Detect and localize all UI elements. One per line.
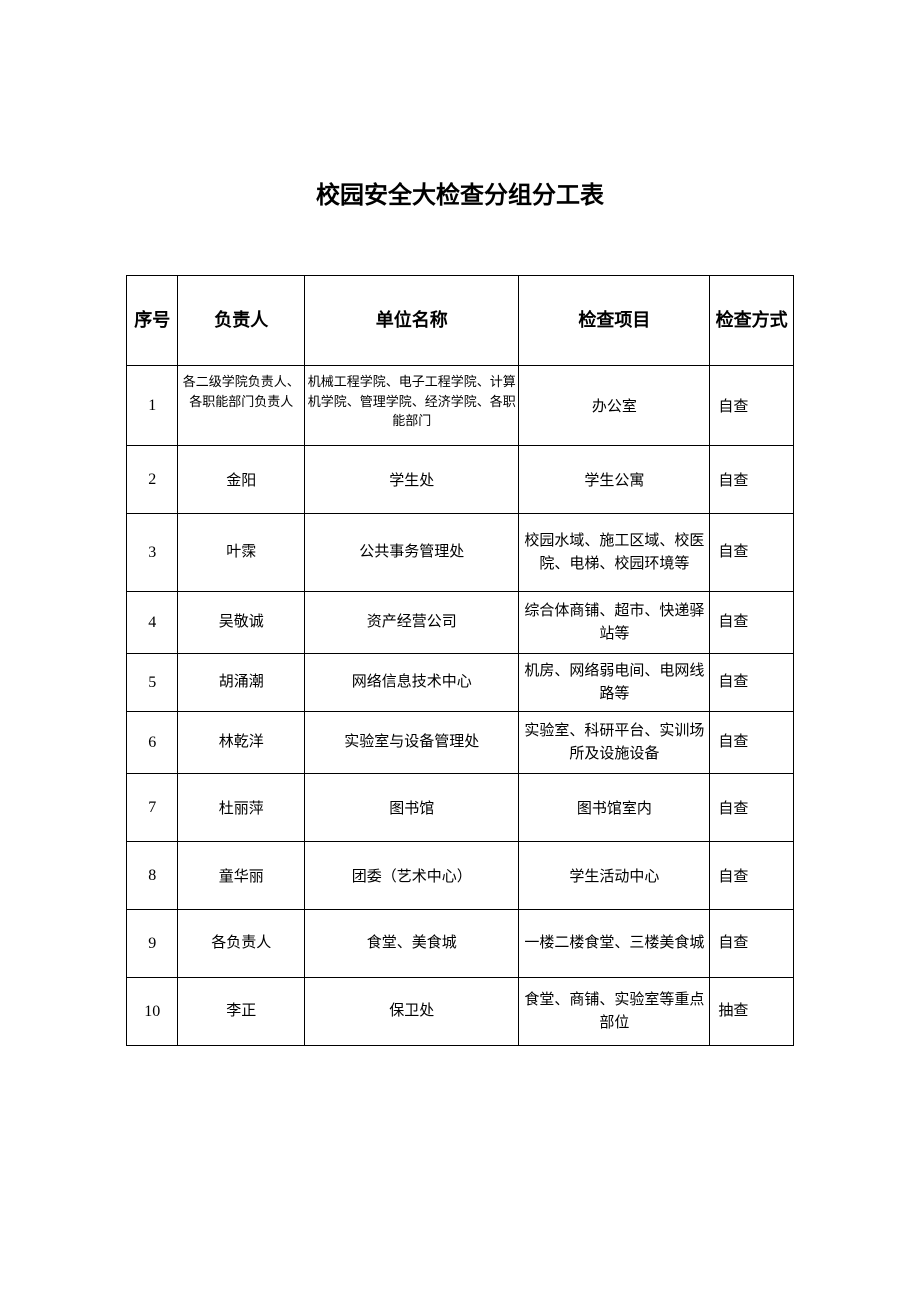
table-row: 5 胡涌潮 网络信息技术中心 机房、网络弱电间、电网线路等 自查 <box>127 654 794 712</box>
header-seq: 序号 <box>127 276 178 366</box>
cell-item: 校园水域、施工区域、校医院、电梯、校园环境等 <box>519 514 710 592</box>
cell-seq: 1 <box>127 366 178 446</box>
table-container: 序号 负责人 单位名称 检查项目 检查方式 1 各二级学院负责人、各职能部门负责… <box>126 275 794 1046</box>
cell-person: 杜丽萍 <box>178 774 305 842</box>
cell-unit: 团委（艺术中心） <box>305 842 519 910</box>
cell-person: 金阳 <box>178 446 305 514</box>
header-item: 检查项目 <box>519 276 710 366</box>
cell-item: 一楼二楼食堂、三楼美食城 <box>519 910 710 978</box>
cell-item: 图书馆室内 <box>519 774 710 842</box>
document-title: 校园安全大检查分组分工表 <box>0 175 920 210</box>
cell-method: 自查 <box>710 366 794 446</box>
cell-item: 学生公寓 <box>519 446 710 514</box>
cell-item: 实验室、科研平台、实训场所及设施设备 <box>519 712 710 774</box>
cell-unit: 学生处 <box>305 446 519 514</box>
cell-person: 林乾洋 <box>178 712 305 774</box>
cell-person: 童华丽 <box>178 842 305 910</box>
cell-person: 吴敬诚 <box>178 592 305 654</box>
table-header-row: 序号 负责人 单位名称 检查项目 检查方式 <box>127 276 794 366</box>
cell-seq: 7 <box>127 774 178 842</box>
cell-item: 综合体商铺、超市、快递驿站等 <box>519 592 710 654</box>
cell-unit: 图书馆 <box>305 774 519 842</box>
cell-item: 办公室 <box>519 366 710 446</box>
cell-seq: 9 <box>127 910 178 978</box>
cell-seq: 10 <box>127 978 178 1046</box>
table-row: 4 吴敬诚 资产经营公司 综合体商铺、超市、快递驿站等 自查 <box>127 592 794 654</box>
cell-seq: 5 <box>127 654 178 712</box>
cell-method: 自查 <box>710 654 794 712</box>
cell-person: 李正 <box>178 978 305 1046</box>
cell-method: 自查 <box>710 712 794 774</box>
cell-seq: 2 <box>127 446 178 514</box>
cell-seq: 3 <box>127 514 178 592</box>
cell-unit: 食堂、美食城 <box>305 910 519 978</box>
table-row: 1 各二级学院负责人、各职能部门负责人 机械工程学院、电子工程学院、计算机学院、… <box>127 366 794 446</box>
cell-item: 机房、网络弱电间、电网线路等 <box>519 654 710 712</box>
cell-person: 各负责人 <box>178 910 305 978</box>
table-row: 2 金阳 学生处 学生公寓 自查 <box>127 446 794 514</box>
cell-item: 学生活动中心 <box>519 842 710 910</box>
cell-unit: 机械工程学院、电子工程学院、计算机学院、管理学院、经济学院、各职能部门 <box>305 366 519 446</box>
cell-person: 胡涌潮 <box>178 654 305 712</box>
cell-seq: 8 <box>127 842 178 910</box>
cell-unit: 实验室与设备管理处 <box>305 712 519 774</box>
cell-unit: 资产经营公司 <box>305 592 519 654</box>
table-row: 3 叶霂 公共事务管理处 校园水域、施工区域、校医院、电梯、校园环境等 自查 <box>127 514 794 592</box>
cell-method: 自查 <box>710 514 794 592</box>
cell-seq: 4 <box>127 592 178 654</box>
assignment-table: 序号 负责人 单位名称 检查项目 检查方式 1 各二级学院负责人、各职能部门负责… <box>126 275 794 1046</box>
cell-method: 自查 <box>710 592 794 654</box>
table-row: 6 林乾洋 实验室与设备管理处 实验室、科研平台、实训场所及设施设备 自查 <box>127 712 794 774</box>
table-row: 9 各负责人 食堂、美食城 一楼二楼食堂、三楼美食城 自查 <box>127 910 794 978</box>
cell-item: 食堂、商铺、实验室等重点部位 <box>519 978 710 1046</box>
cell-method: 自查 <box>710 774 794 842</box>
cell-seq: 6 <box>127 712 178 774</box>
cell-method: 自查 <box>710 910 794 978</box>
cell-person: 各二级学院负责人、各职能部门负责人 <box>178 366 305 446</box>
table-row: 10 李正 保卫处 食堂、商铺、实验室等重点部位 抽查 <box>127 978 794 1046</box>
cell-method: 自查 <box>710 446 794 514</box>
cell-unit: 保卫处 <box>305 978 519 1046</box>
cell-method: 自查 <box>710 842 794 910</box>
cell-unit: 公共事务管理处 <box>305 514 519 592</box>
header-person: 负责人 <box>178 276 305 366</box>
cell-person: 叶霂 <box>178 514 305 592</box>
header-method: 检查方式 <box>710 276 794 366</box>
table-row: 7 杜丽萍 图书馆 图书馆室内 自查 <box>127 774 794 842</box>
cell-method: 抽查 <box>710 978 794 1046</box>
table-row: 8 童华丽 团委（艺术中心） 学生活动中心 自查 <box>127 842 794 910</box>
header-unit: 单位名称 <box>305 276 519 366</box>
cell-unit: 网络信息技术中心 <box>305 654 519 712</box>
